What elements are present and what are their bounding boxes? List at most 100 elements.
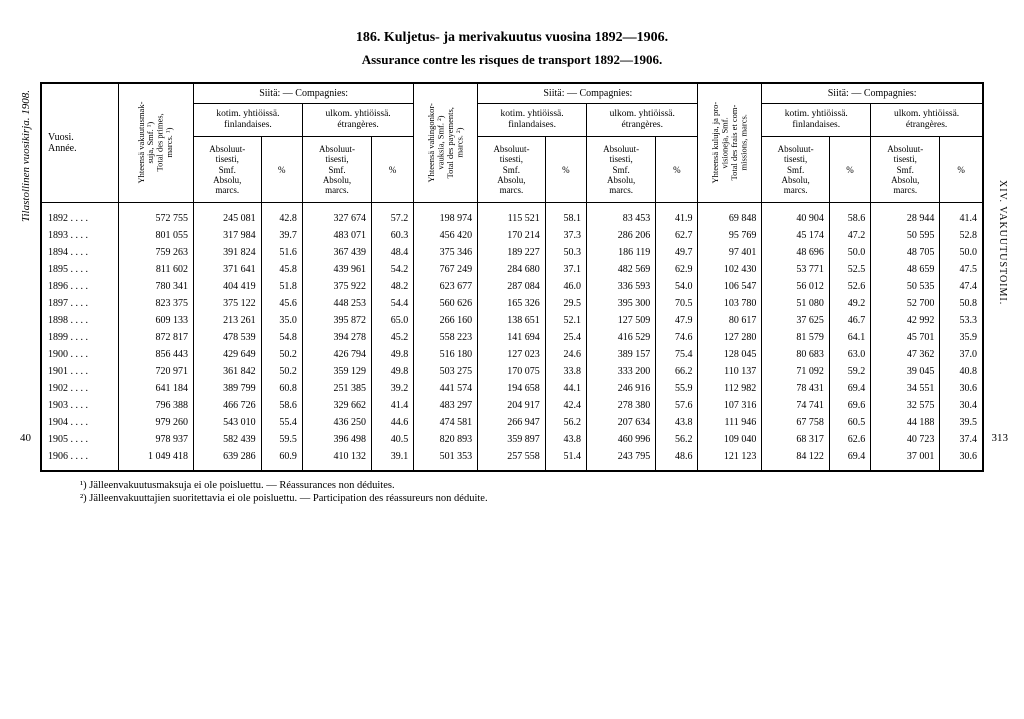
hdr-year: Vuosi. Année. (41, 83, 118, 203)
table-cell: 389 799 (193, 380, 261, 397)
table-cell: 33.8 (545, 363, 586, 380)
table-cell: 115 521 (478, 203, 546, 228)
table-cell: 52 700 (871, 295, 940, 312)
table-cell: 55.9 (656, 380, 698, 397)
table-cell: 109 040 (698, 431, 762, 448)
table-row: 1905 . . . .978 937582 43959.5396 49840.… (41, 431, 983, 448)
table-row: 1900 . . . .856 443429 64950.2426 79449.… (41, 346, 983, 363)
table-cell: 127 023 (478, 346, 546, 363)
table-cell: 979 260 (118, 414, 193, 431)
table-cell: 59.5 (261, 431, 302, 448)
table-cell: 1894 . . . . (41, 244, 118, 261)
table-cell: 284 680 (478, 261, 546, 278)
table-cell: 47.5 (940, 261, 983, 278)
table-cell: 48.4 (372, 244, 414, 261)
table-cell: 1899 . . . . (41, 329, 118, 346)
table-row: 1904 . . . .979 260543 01055.4436 25044.… (41, 414, 983, 431)
table-cell: 47.2 (829, 227, 870, 244)
hdr-pct-2: % (372, 137, 414, 203)
hdr-abs-4: Absoluut- tisesti, Smf. Absolu, marcs. (587, 137, 656, 203)
table-cell: 111 946 (698, 414, 762, 431)
table-cell: 68 317 (762, 431, 830, 448)
table-cell: 58.6 (261, 397, 302, 414)
table-cell: 56 012 (762, 278, 830, 295)
table-cell: 52.6 (829, 278, 870, 295)
table-cell: 811 602 (118, 261, 193, 278)
table-row: 1901 . . . .720 971361 84250.2359 12949.… (41, 363, 983, 380)
table-cell: 30.6 (940, 380, 983, 397)
table-cell: 767 249 (414, 261, 478, 278)
table-cell: 80 617 (698, 312, 762, 329)
table-cell: 278 380 (587, 397, 656, 414)
margin-right-top-text: XIV. VAKUUTUSTOIMI. (997, 180, 1008, 305)
table-cell: 103 780 (698, 295, 762, 312)
table-cell: 245 081 (193, 203, 261, 228)
table-cell: 37.4 (940, 431, 983, 448)
table-cell: 40.5 (372, 431, 414, 448)
table-cell: 84 122 (762, 448, 830, 471)
table-cell: 67 758 (762, 414, 830, 431)
table-cell: 286 206 (587, 227, 656, 244)
table-cell: 121 123 (698, 448, 762, 471)
table-cell: 49.8 (372, 363, 414, 380)
table-cell: 49.2 (829, 295, 870, 312)
table-cell: 28 944 (871, 203, 940, 228)
table-cell: 389 157 (587, 346, 656, 363)
table-cell: 329 662 (302, 397, 371, 414)
table-cell: 359 129 (302, 363, 371, 380)
table-cell: 107 316 (698, 397, 762, 414)
table-cell: 856 443 (118, 346, 193, 363)
table-cell: 39.2 (372, 380, 414, 397)
table-cell: 780 341 (118, 278, 193, 295)
hdr-ulkom-1: ulkom. yhtiöissä. étrangères. (302, 104, 413, 137)
table-cell: 42 992 (871, 312, 940, 329)
table-cell: 30.6 (940, 448, 983, 471)
table-cell: 64.1 (829, 329, 870, 346)
table-cell: 46.7 (829, 312, 870, 329)
table-cell: 60.3 (372, 227, 414, 244)
table-cell: 503 275 (414, 363, 478, 380)
table-row: 1899 . . . .872 817478 53954.8394 27845.… (41, 329, 983, 346)
table-row: 1893 . . . .801 055317 98439.7483 07160.… (41, 227, 983, 244)
table-cell: 35.9 (940, 329, 983, 346)
table-cell: 45.6 (261, 295, 302, 312)
table-cell: 41.4 (372, 397, 414, 414)
table-cell: 44.1 (545, 380, 586, 397)
table-cell: 609 133 (118, 312, 193, 329)
table-cell: 371 641 (193, 261, 261, 278)
table-cell: 48 659 (871, 261, 940, 278)
table-cell: 95 769 (698, 227, 762, 244)
footnote-2: ²) Jälleenvakuuttajien suoritettavia ei … (80, 493, 984, 504)
table-row: 1892 . . . .572 755245 08142.8327 67457.… (41, 203, 983, 228)
table-cell: 1905 . . . . (41, 431, 118, 448)
table-cell: 336 593 (587, 278, 656, 295)
table-cell: 40.8 (940, 363, 983, 380)
table-row: 1894 . . . .759 263391 82451.6367 43948.… (41, 244, 983, 261)
table-cell: 32 575 (871, 397, 940, 414)
table-cell: 69.6 (829, 397, 870, 414)
table-cell: 52.1 (545, 312, 586, 329)
table-cell: 69.4 (829, 380, 870, 397)
table-cell: 623 677 (414, 278, 478, 295)
table-cell: 45.8 (261, 261, 302, 278)
table-row: 1897 . . . .823 375375 12245.6448 25354.… (41, 295, 983, 312)
table-cell: 367 439 (302, 244, 371, 261)
table-cell: 796 388 (118, 397, 193, 414)
table-cell: 42.8 (261, 203, 302, 228)
table-cell: 266 947 (478, 414, 546, 431)
table-cell: 57.2 (372, 203, 414, 228)
table-cell: 83 453 (587, 203, 656, 228)
table-cell: 81 579 (762, 329, 830, 346)
table-cell: 47.4 (940, 278, 983, 295)
table-cell: 48.2 (372, 278, 414, 295)
table-cell: 246 916 (587, 380, 656, 397)
table-cell: 29.5 (545, 295, 586, 312)
margin-right-bottom-text: 313 (992, 432, 1009, 444)
table-cell: 170 075 (478, 363, 546, 380)
table-row: 1895 . . . .811 602371 64145.8439 96154.… (41, 261, 983, 278)
hdr-pct-4: % (656, 137, 698, 203)
hdr-ulkom-2: ulkom. yhtiöissä. étrangères. (587, 104, 698, 137)
table-cell: 439 961 (302, 261, 371, 278)
table-cell: 213 261 (193, 312, 261, 329)
table-cell: 60.5 (829, 414, 870, 431)
